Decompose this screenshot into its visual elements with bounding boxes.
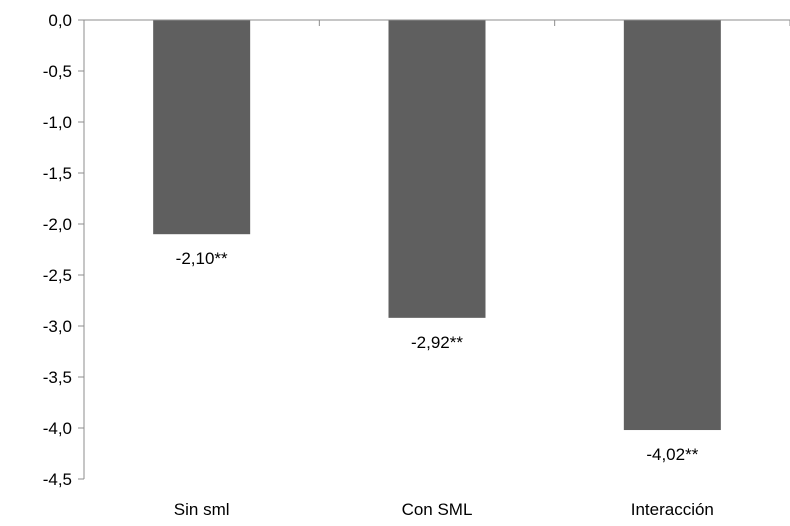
bars-group — [153, 20, 721, 431]
y-tick-label-5: -2,0 — [43, 215, 72, 234]
y-tick-label-7: -3,0 — [43, 317, 72, 336]
data-label-1: -2,10** — [176, 249, 228, 268]
axes-group — [78, 19, 790, 480]
category-label-1: Sin sml — [174, 500, 230, 519]
category-label-2: Con SML — [402, 500, 473, 519]
y-tick-label-2: -0,5 — [43, 62, 72, 81]
bar-1 — [153, 20, 251, 235]
y-tick-label-1: 0,0 — [48, 11, 72, 30]
bar-3 — [623, 20, 721, 431]
y-tick-label-6: -2,5 — [43, 266, 72, 285]
y-tick-label-3: -1,0 — [43, 113, 72, 132]
data-label-2: -2,92** — [411, 333, 463, 352]
labels-group: -2,10** Sin sml -2,92** Con SML -4,02** Inter… — [43, 11, 714, 519]
y-tick-label-9: -4,0 — [43, 419, 72, 438]
data-label-3: -4,02** — [646, 445, 698, 464]
category-label-3: Interacción — [631, 500, 714, 519]
bar-2 — [388, 20, 486, 318]
y-tick-label-10: -4,5 — [43, 470, 72, 489]
y-tick-label-4: -1,5 — [43, 164, 72, 183]
y-tick-label-8: -3,5 — [43, 368, 72, 387]
